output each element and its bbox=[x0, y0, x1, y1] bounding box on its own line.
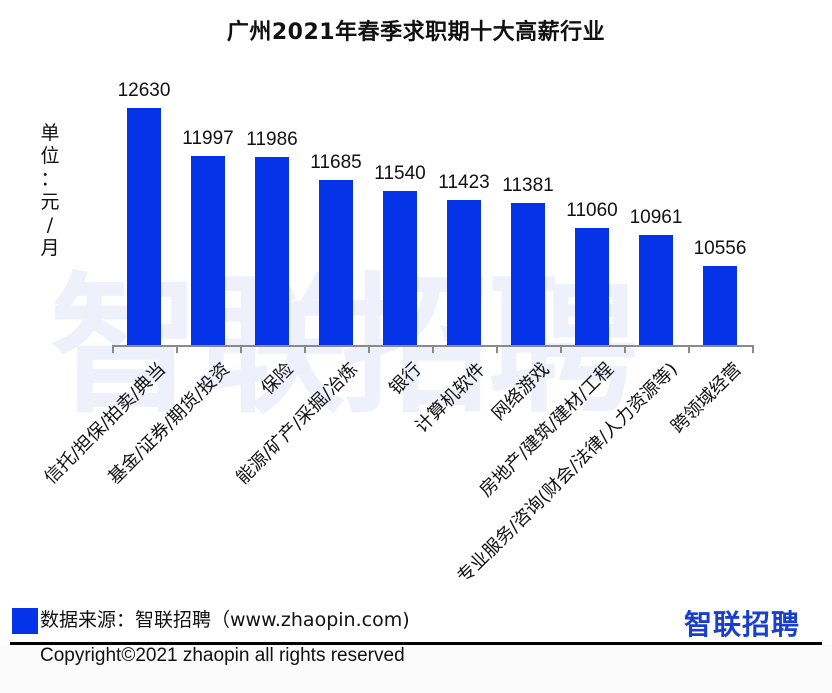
bar bbox=[703, 266, 737, 345]
x-axis-tick bbox=[688, 345, 690, 353]
x-axis-tick bbox=[176, 345, 178, 353]
bar bbox=[255, 157, 289, 345]
bar-value-label: 11685 bbox=[310, 152, 362, 173]
chart-title: 广州2021年春季求职期十大高薪行业 bbox=[226, 20, 606, 45]
legend-swatch bbox=[12, 608, 38, 634]
x-axis-tick bbox=[368, 345, 370, 353]
bar-value-label: 11423 bbox=[438, 171, 490, 193]
bar bbox=[127, 108, 161, 345]
y-axis-unit-label: 单 位 ： 元 / 月 bbox=[40, 122, 60, 259]
x-axis-tick bbox=[624, 345, 626, 353]
x-axis-tick bbox=[752, 345, 754, 353]
plot-area: 12630 11997 11986 11685 11540 11423 11381 11060… bbox=[112, 60, 752, 345]
bar bbox=[383, 191, 417, 345]
bar-value-label: 10961 bbox=[629, 207, 683, 229]
bar bbox=[447, 199, 481, 345]
bar-value-label: 11986 bbox=[246, 129, 298, 151]
x-axis-tick bbox=[496, 345, 498, 353]
x-axis-tick bbox=[560, 345, 562, 353]
x-axis-tick bbox=[112, 345, 114, 353]
x-axis-tick bbox=[304, 345, 306, 353]
bar bbox=[191, 156, 225, 345]
bar-value-label: 12630 bbox=[117, 80, 171, 101]
bar-value-label: 11060 bbox=[566, 199, 618, 221]
x-axis-tick bbox=[432, 345, 434, 353]
copyright: Copyright©2021 zhaopin all rights reserv… bbox=[40, 645, 405, 666]
bar-value-label: 11540 bbox=[374, 163, 426, 185]
bar bbox=[511, 203, 545, 345]
bar bbox=[319, 180, 353, 345]
bar-value-label: 11997 bbox=[182, 128, 234, 150]
footer-divider bbox=[10, 642, 822, 645]
data-source: 数据来源：智联招聘（www.zhaopin.com) bbox=[40, 609, 410, 631]
zhaopin-logo: 智联招聘 bbox=[684, 608, 801, 641]
bar-value-label: 10556 bbox=[693, 238, 747, 260]
x-axis-tick bbox=[240, 345, 242, 353]
bar bbox=[639, 235, 673, 345]
bar bbox=[575, 227, 609, 345]
bar-value-label: 11381 bbox=[502, 175, 554, 197]
